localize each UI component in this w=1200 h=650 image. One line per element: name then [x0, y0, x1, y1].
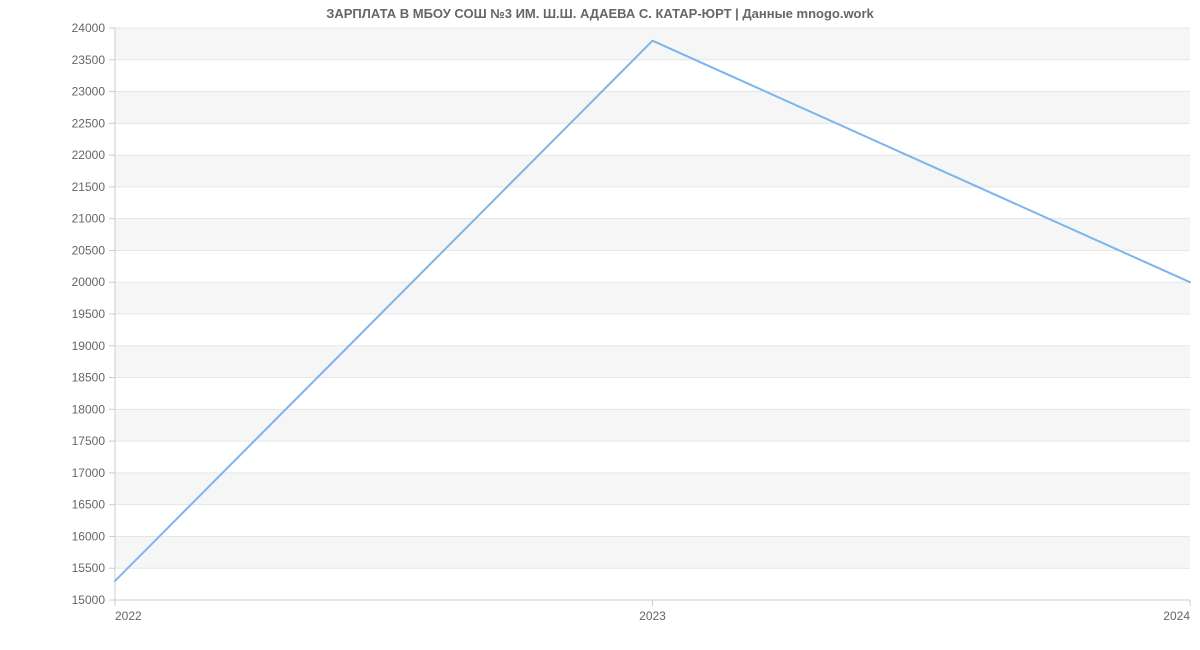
y-tick-label: 21500 [72, 180, 106, 194]
y-tick-label: 24000 [72, 21, 106, 35]
plot-band [115, 314, 1190, 346]
plot-band [115, 250, 1190, 282]
y-tick-label: 22000 [72, 148, 106, 162]
y-tick-label: 18000 [72, 402, 106, 416]
plot-band [115, 123, 1190, 155]
y-tick-label: 16500 [72, 498, 106, 512]
plot-band [115, 409, 1190, 441]
y-tick-label: 22500 [72, 116, 106, 130]
y-tick-label: 18500 [72, 371, 106, 385]
plot-band [115, 92, 1190, 124]
chart-svg: 15000 15500 16000 16500 17000 17500 18000 18500… [0, 0, 1200, 650]
y-tick-label: 17500 [72, 434, 106, 448]
y-tick-label: 15000 [72, 593, 106, 607]
plot-band [115, 378, 1190, 410]
y-tick-label: 20500 [72, 243, 106, 257]
salary-line-chart: ЗАРПЛАТА В МБОУ СОШ №3 ИМ. Ш.Ш. АДАЕВА С… [0, 0, 1200, 650]
plot-band [115, 536, 1190, 568]
y-tick-label: 21000 [72, 212, 106, 226]
y-tick-label: 23500 [72, 53, 106, 67]
plot-band [115, 505, 1190, 537]
plot-band [115, 441, 1190, 473]
plot-band [115, 28, 1190, 60]
y-tick-label: 19500 [72, 307, 106, 321]
plot-band [115, 219, 1190, 251]
y-tick-label: 20000 [72, 275, 106, 289]
y-tick-label: 17000 [72, 466, 106, 480]
x-tick-label: 2022 [115, 609, 142, 623]
plot-band [115, 346, 1190, 378]
x-tick-label: 2024 [1163, 609, 1190, 623]
x-tick-label: 2023 [639, 609, 666, 623]
y-tick-label: 15500 [72, 561, 106, 575]
plot-band [115, 155, 1190, 187]
plot-band [115, 187, 1190, 219]
plot-band [115, 282, 1190, 314]
y-tick-label: 23000 [72, 85, 106, 99]
plot-band [115, 473, 1190, 505]
plot-band [115, 568, 1190, 600]
y-tick-label: 16000 [72, 529, 106, 543]
plot-band [115, 60, 1190, 92]
y-tick-label: 19000 [72, 339, 106, 353]
